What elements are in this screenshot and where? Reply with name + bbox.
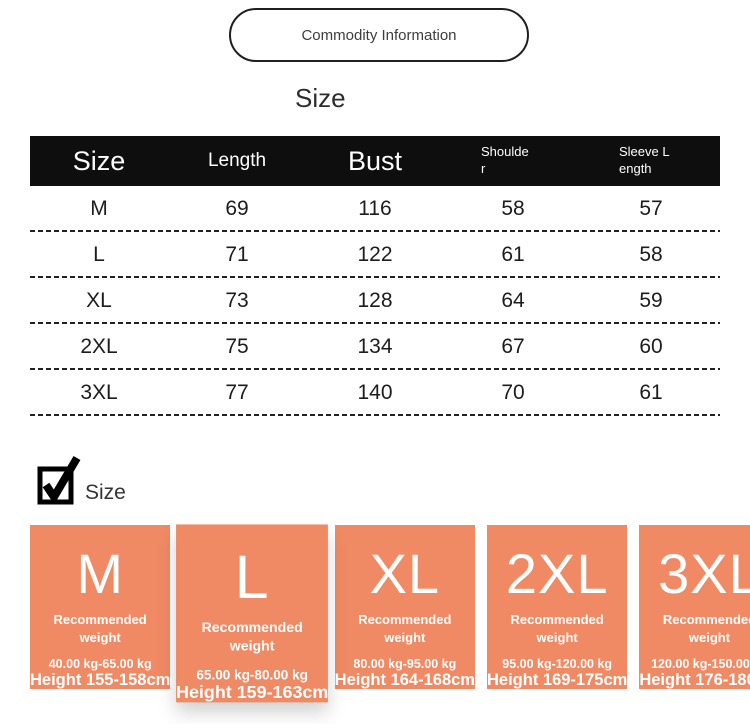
size-recommendation-heading: Size — [36, 452, 750, 508]
column-header-length: Length — [207, 150, 267, 172]
checked-checkbox-icon — [36, 452, 82, 508]
size-card-letter: XL — [369, 542, 441, 606]
cell-shoulder: 70 — [501, 381, 525, 405]
cell-sleeve-length: 58 — [639, 243, 663, 267]
recommended-weight-label: Recommended weight — [358, 611, 452, 645]
recommended-weight-label: Recommended weight — [662, 611, 750, 645]
cell-sleeve-length: 57 — [639, 197, 663, 221]
size-card-l[interactable]: L Recommended weight 65.00 kg-80.00 kg H… — [176, 524, 329, 703]
size-card-xl[interactable]: XL Recommended weight 80.00 kg-95.00 kg … — [334, 525, 475, 690]
cell-bust: 134 — [357, 335, 393, 359]
recommended-weight-label: Recommended weight — [201, 618, 304, 655]
recommended-weight-label: Recommended weight — [53, 611, 147, 645]
table-row: 3XL 77 140 70 61 — [30, 370, 720, 417]
size-card-letter: 3XL — [658, 542, 750, 606]
size-card-m[interactable]: M Recommended weight 40.00 kg-65.00 kg H… — [30, 525, 171, 690]
cell-length: 73 — [225, 289, 249, 313]
cell-shoulder: 67 — [501, 335, 525, 359]
cell-sleeve-length: 61 — [639, 381, 663, 405]
table-row: 2XL 75 134 67 60 — [30, 324, 720, 371]
size-card-letter: 2XL — [505, 542, 609, 606]
column-header-size: Size — [72, 145, 126, 176]
column-header-shoulder: Shoulde r — [481, 144, 529, 177]
height-range: Height 169-175cm — [486, 671, 628, 690]
cell-bust: 140 — [357, 381, 393, 405]
size-card-3xl[interactable]: 3XL Recommended weight 120.00 kg-150.00 … — [639, 525, 750, 690]
size-card-2xl[interactable]: 2XL Recommended weight 95.00 kg-120.00 k… — [486, 525, 628, 690]
column-header-bust: Bust — [347, 145, 403, 176]
cell-size: M — [90, 197, 108, 221]
table-row: XL 73 128 64 59 — [30, 278, 720, 325]
size-card-letter: M — [76, 542, 124, 606]
cell-size: XL — [86, 289, 112, 313]
height-range: Height 159-163cm — [176, 682, 329, 703]
cell-shoulder: 64 — [501, 289, 525, 313]
cell-length: 77 — [225, 381, 249, 405]
table-row: M 69 116 58 57 — [30, 186, 720, 233]
cell-sleeve-length: 59 — [639, 289, 663, 313]
cell-shoulder: 58 — [501, 197, 525, 221]
cell-size: L — [93, 243, 105, 267]
size-recommendation-cards: M Recommended weight 40.00 kg-65.00 kg H… — [30, 524, 750, 703]
cell-shoulder: 61 — [501, 243, 525, 267]
size-card-letter: L — [235, 543, 270, 612]
cell-sleeve-length: 60 — [639, 335, 663, 359]
cell-length: 71 — [225, 243, 249, 267]
height-range: Height 164-168cm — [334, 671, 475, 690]
weight-range: 65.00 kg-80.00 kg — [196, 667, 309, 683]
weight-range: 40.00 kg-65.00 kg — [48, 657, 152, 672]
product-size-page: Commodity Information Size Size Length B… — [0, 8, 750, 724]
cell-length: 69 — [225, 197, 249, 221]
cell-size: 3XL — [80, 381, 118, 405]
cell-bust: 122 — [357, 243, 393, 267]
recommended-weight-label: Recommended weight — [510, 611, 604, 645]
cell-bust: 116 — [358, 197, 392, 221]
commodity-information-tab[interactable]: Commodity Information — [229, 8, 529, 62]
size-recommendation-label: Size — [85, 481, 126, 505]
cell-bust: 128 — [357, 289, 393, 313]
commodity-information-tab-label: Commodity Information — [301, 26, 457, 44]
column-header-sleeve-length: Sleeve L ength — [619, 144, 670, 177]
table-row: L 71 122 61 58 — [30, 232, 720, 279]
weight-range: 95.00 kg-120.00 kg — [502, 657, 613, 672]
size-chart-table: Size Length Bust Shoulde r Sleeve L engt… — [30, 136, 720, 417]
height-range: Height 155-158cm — [30, 671, 171, 690]
cell-length: 75 — [225, 335, 249, 359]
height-range: Height 176-180cm — [639, 671, 750, 690]
weight-range: 80.00 kg-95.00 kg — [353, 657, 457, 672]
size-section-title: Size — [295, 83, 346, 113]
size-chart-header-row: Size Length Bust Shoulde r Sleeve L engt… — [30, 136, 720, 187]
weight-range: 120.00 kg-150.00 kg — [651, 657, 750, 672]
cell-size: 2XL — [80, 335, 118, 359]
